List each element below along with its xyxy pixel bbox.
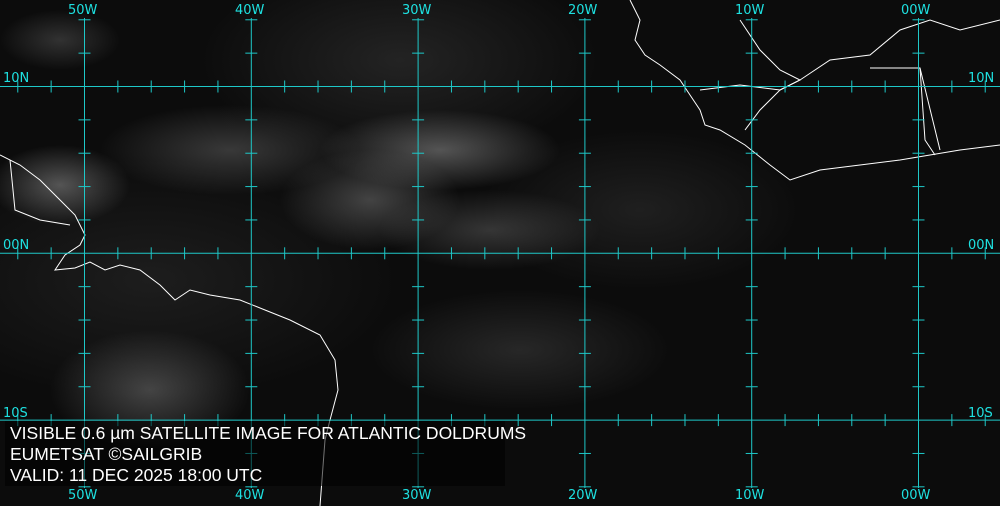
- lon-label-top: 10W: [735, 3, 765, 18]
- lon-label-bottom: 30W: [402, 488, 432, 503]
- lon-label-bottom: 10W: [735, 488, 765, 503]
- lon-label-bottom: 40W: [235, 488, 265, 503]
- border-africa-1: [699, 19, 1000, 91]
- border-africa-4: [919, 67, 936, 156]
- lon-label-bottom: 50W: [68, 488, 98, 503]
- lon-label-bottom: 20W: [568, 488, 598, 503]
- caption-source: EUMETSAT ©SAILGRIB: [10, 444, 203, 464]
- lon-label-top: 40W: [235, 3, 265, 18]
- lon-label-top: 20W: [568, 3, 598, 18]
- coastline-south-america: [0, 154, 339, 506]
- lon-label-top: 30W: [402, 3, 432, 18]
- coastline-west-africa: [629, 0, 1000, 181]
- caption-panel: VISIBLE 0.6 µm SATELLITE IMAGE FOR ATLAN…: [5, 421, 526, 486]
- border-south-america: [9, 159, 71, 226]
- lat-label-left: 10S: [3, 406, 28, 421]
- lon-label-top: 00W: [901, 3, 931, 18]
- caption-title: VISIBLE 0.6 µm SATELLITE IMAGE FOR ATLAN…: [10, 423, 527, 443]
- lat-label-left: 10N: [3, 71, 30, 86]
- lat-label-right: 10N: [968, 71, 995, 86]
- lat-label-right: 00N: [968, 238, 995, 253]
- lat-label-right: 10S: [968, 406, 993, 421]
- lon-label-bottom: 00W: [901, 488, 931, 503]
- lon-label-top: 50W: [68, 3, 98, 18]
- lat-lon-grid: [0, 18, 1000, 488]
- caption-valid-time: VALID: 11 DEC 2025 18:00 UTC: [10, 465, 263, 485]
- border-africa-2: [870, 67, 941, 151]
- lat-label-left: 00N: [3, 238, 30, 253]
- border-africa-3: [739, 19, 802, 131]
